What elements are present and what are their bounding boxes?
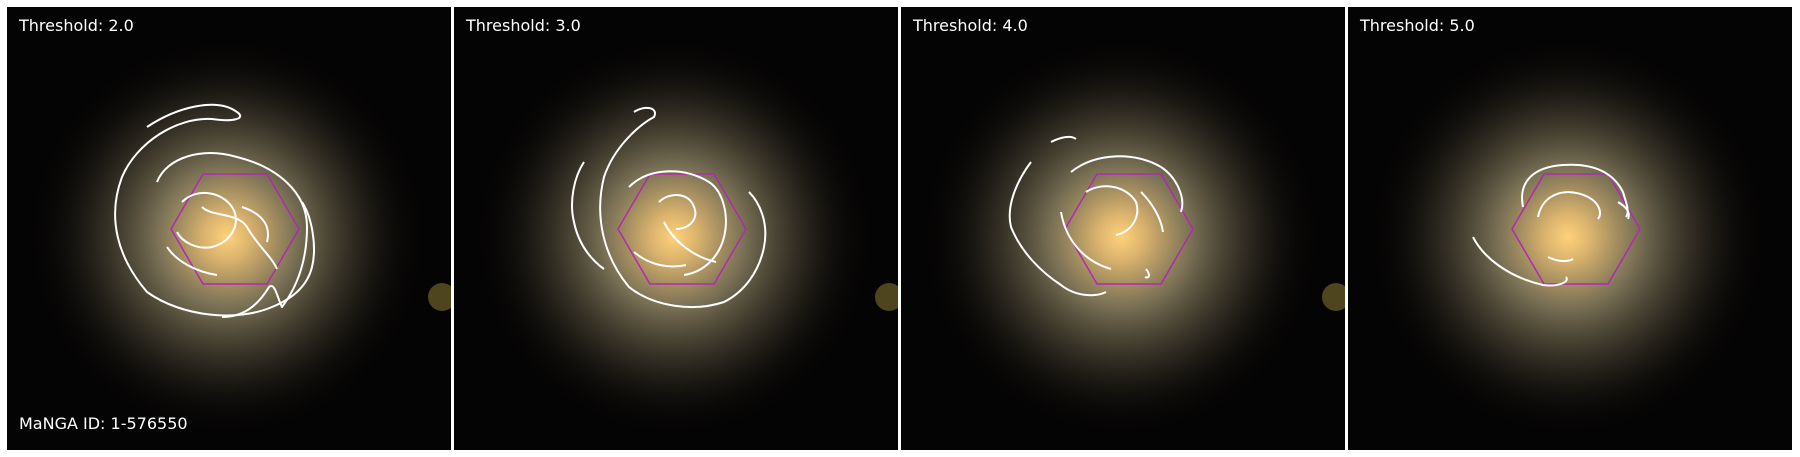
threshold-label: Threshold: 5.0 — [1360, 16, 1475, 35]
panel-threshold-4: Threshold: 4.0 — [901, 7, 1345, 450]
manga-id-label: MaNGA ID: 1-576550 — [19, 414, 188, 433]
threshold-label: Threshold: 3.0 — [466, 16, 581, 35]
galaxy-image — [1348, 7, 1792, 450]
galaxy-glow — [27, 37, 427, 437]
panel-threshold-5: Threshold: 5.0 — [1348, 7, 1792, 450]
contour-lines — [114, 103, 315, 318]
galaxy-image — [901, 7, 1345, 450]
galaxy-glow — [1368, 37, 1768, 437]
threshold-label: Threshold: 2.0 — [19, 16, 134, 35]
ifu-hexagon — [170, 173, 300, 285]
panel-threshold-3: Threshold: 3.0 — [454, 7, 898, 450]
neighbor-star — [875, 283, 898, 311]
threshold-label: Threshold: 4.0 — [913, 16, 1028, 35]
contour-lines — [571, 106, 767, 308]
galaxy-image — [7, 7, 451, 450]
contour-lines — [1472, 163, 1630, 287]
neighbor-star — [1322, 283, 1345, 311]
contour-lines — [1008, 135, 1184, 297]
galaxy-glow — [921, 37, 1321, 437]
ifu-hexagon — [617, 173, 747, 285]
galaxy-image — [454, 7, 898, 450]
panel-threshold-2: Threshold: 2.0 MaNGA ID: 1-576550 — [7, 7, 451, 450]
neighbor-star — [428, 283, 451, 311]
